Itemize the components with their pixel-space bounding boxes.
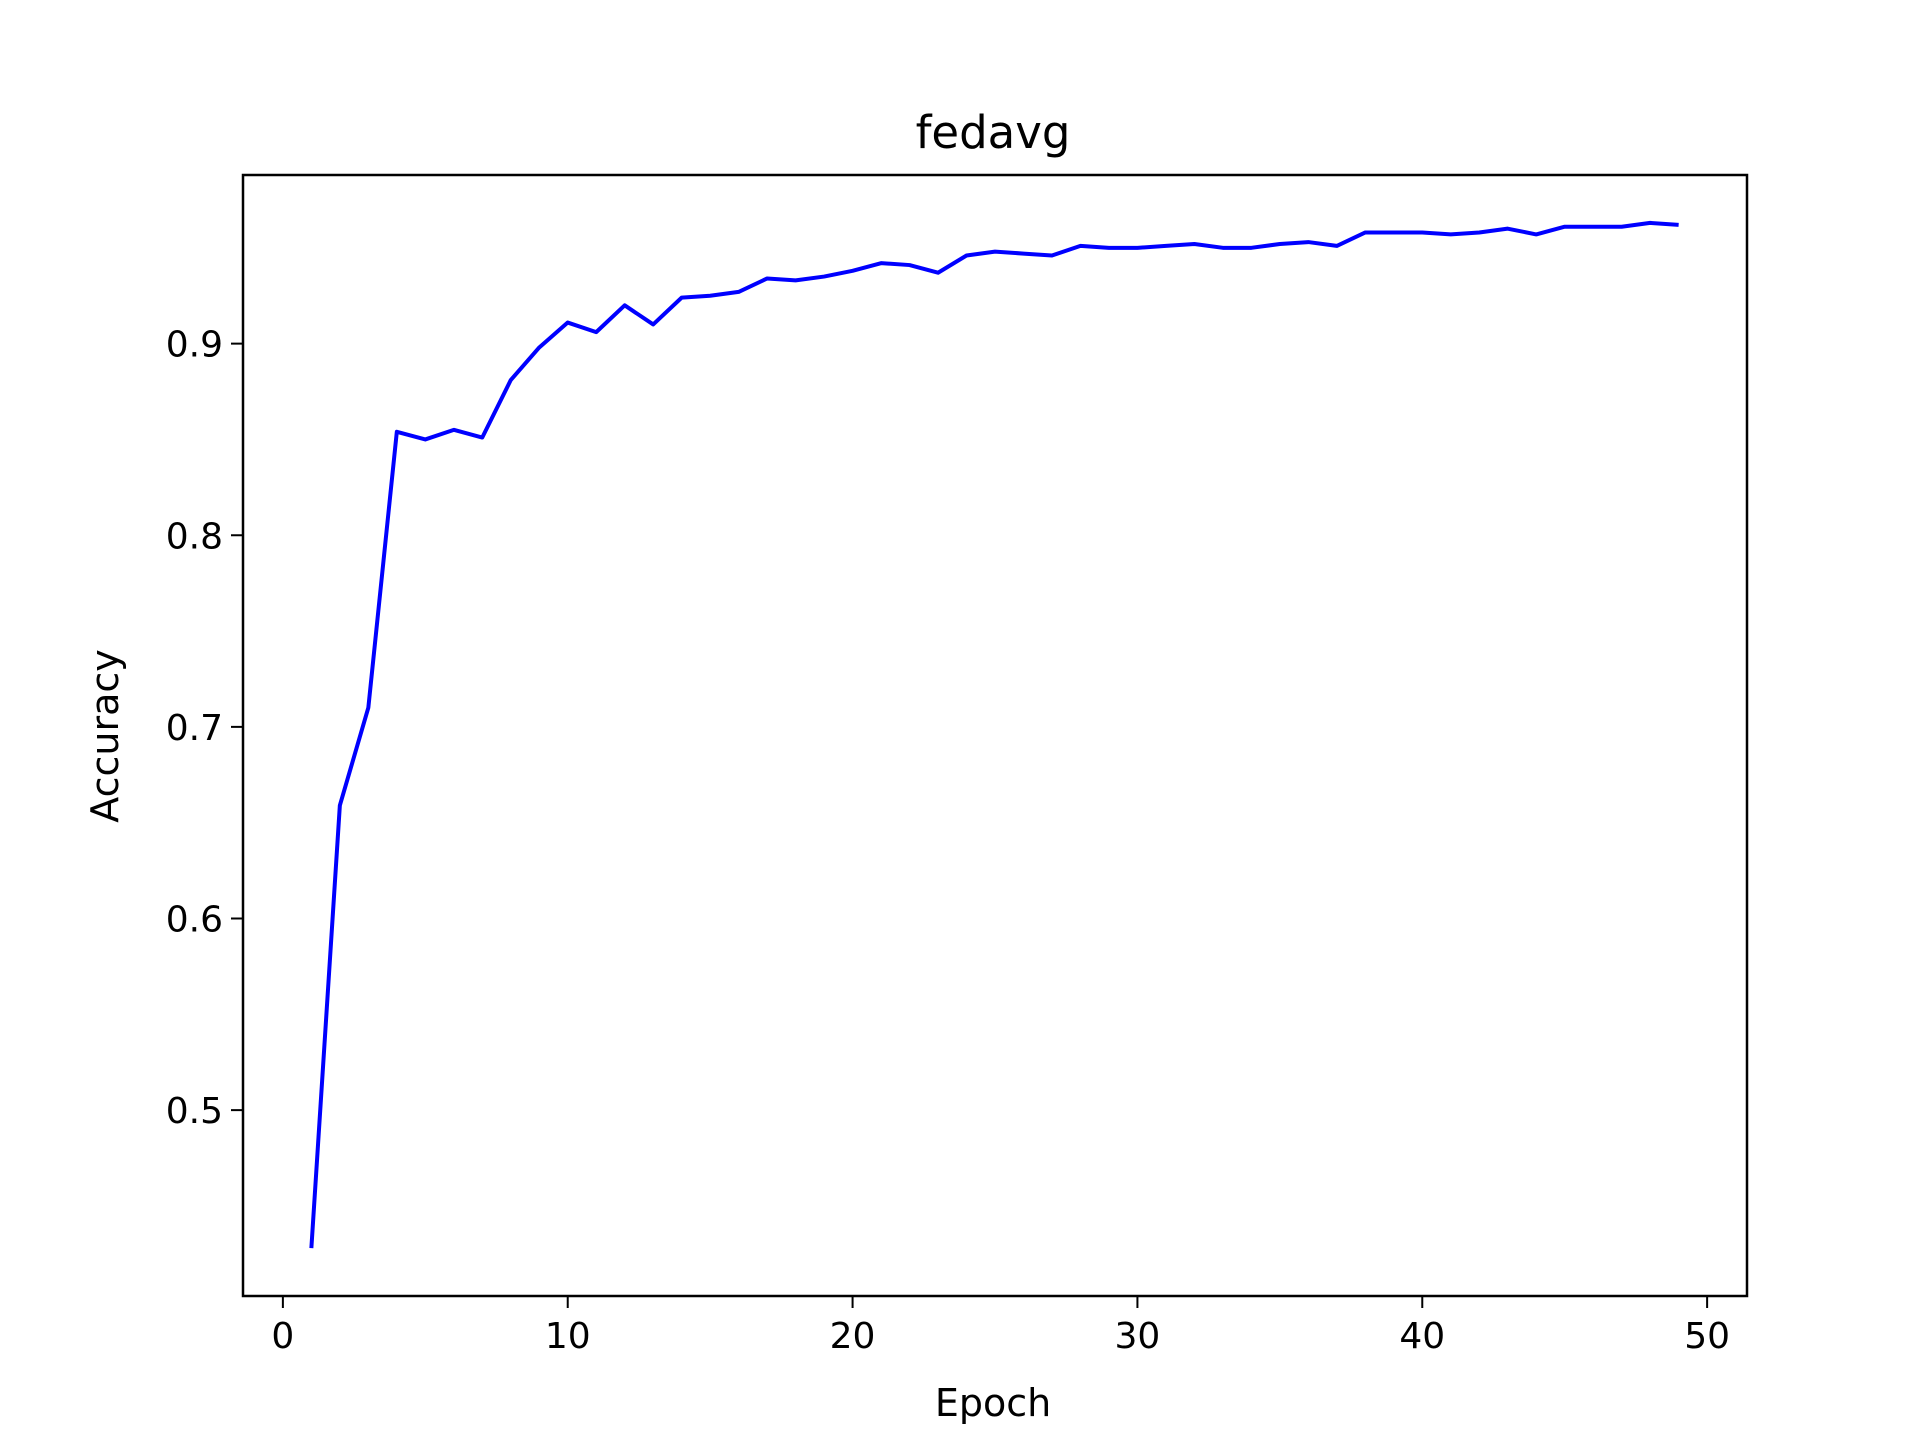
x-tick-label: 0: [271, 1316, 294, 1357]
y-tick-label: 0.7: [166, 708, 223, 749]
series-line-0: [309, 220, 1679, 1249]
x-tick-label: 50: [1684, 1316, 1730, 1357]
plot-area: [309, 220, 1679, 1249]
x-axis-title: Epoch: [935, 1381, 1051, 1425]
chart-title: fedavg: [916, 106, 1071, 159]
x-tick-label: 20: [830, 1316, 876, 1357]
x-tick-label: 40: [1399, 1316, 1445, 1357]
y-tick-label: 0.9: [166, 325, 223, 366]
y-tick-label: 0.6: [166, 900, 223, 941]
y-tick-label: 0.8: [166, 516, 223, 557]
y-tick-label: 0.5: [166, 1091, 223, 1132]
axis-ticks: 0 10 20 30 40 50 0.5 0.6 0.7 0.8 0.9: [166, 325, 1730, 1357]
y-axis-title: Accuracy: [83, 649, 127, 823]
x-tick-label: 10: [545, 1316, 591, 1357]
plot-frame: [241, 173, 1749, 1298]
x-tick-label: 30: [1115, 1316, 1161, 1357]
